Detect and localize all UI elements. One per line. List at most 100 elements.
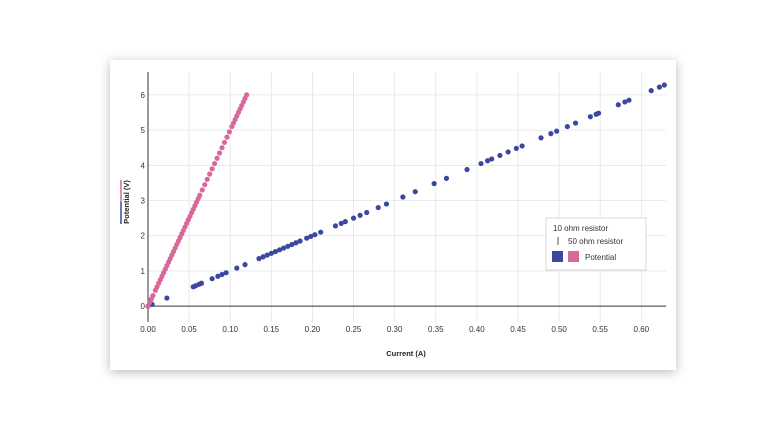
series-0 (145, 82, 667, 309)
data-point (297, 238, 303, 244)
data-point (587, 114, 593, 120)
data-point (212, 160, 218, 167)
data-point (572, 120, 579, 126)
x-tick-label: 0.45 (510, 325, 526, 334)
data-point (615, 102, 621, 108)
data-point (383, 201, 390, 207)
grid-lines (148, 72, 666, 322)
data-point (268, 250, 274, 256)
x-tick-label: 0.15 (264, 325, 280, 334)
data-point (342, 219, 348, 225)
data-point (256, 256, 262, 262)
data-point (626, 97, 632, 103)
data-point (260, 254, 266, 260)
data-points (145, 82, 667, 309)
data-point (164, 295, 170, 301)
data-point (443, 175, 450, 181)
y-tick-label: 3 (141, 197, 146, 206)
data-point (312, 232, 318, 238)
data-point (661, 82, 667, 88)
data-point (318, 229, 324, 235)
x-tick-label: 0.50 (551, 325, 567, 334)
x-axis-label: Current (A) (386, 349, 426, 358)
data-point (223, 270, 229, 276)
chart-card: 0.00 0.05 0.10 0.15 0.20 0.25 0.30 0.35 0.40 0.45… (110, 60, 676, 370)
data-point (197, 192, 203, 198)
data-point (219, 145, 225, 151)
data-point (548, 131, 554, 137)
data-point (207, 171, 213, 177)
data-point (281, 245, 287, 251)
legend-entry-10-ohm: 10 ohm resistor (553, 224, 608, 233)
legend-swatch-pink (568, 251, 579, 262)
data-point (622, 99, 628, 105)
data-point (505, 149, 511, 155)
x-tick-label: 0.55 (592, 325, 608, 334)
data-point (308, 233, 314, 240)
data-point (198, 280, 205, 286)
data-point (216, 150, 223, 156)
data-point (202, 182, 208, 188)
data-point (209, 166, 215, 172)
data-point (513, 145, 519, 152)
data-point (595, 110, 602, 116)
x-tick-label: 0.25 (346, 325, 362, 334)
data-point (648, 88, 654, 94)
data-point (215, 273, 221, 279)
data-point (234, 265, 240, 271)
legend-swatch-blue (552, 251, 563, 262)
x-tick-label: 0.05 (181, 325, 197, 334)
x-tick-labels: 0.00 0.05 0.10 0.15 0.20 0.25 0.30 0.35 0.40 0.45… (140, 325, 649, 334)
legend-entry-potential: Potential (585, 253, 616, 262)
legend-entry-50-ohm: 50 ohm resistor (568, 237, 623, 246)
y-axis-label: Potential (V) (122, 180, 131, 224)
data-point (224, 134, 230, 140)
data-point (484, 158, 491, 164)
series-1 (145, 92, 250, 309)
data-point (204, 176, 210, 182)
data-point (199, 187, 205, 193)
y-tick-labels: 0 1 2 3 4 5 6 (141, 91, 146, 311)
y-tick-label: 1 (141, 267, 146, 276)
data-point (497, 152, 503, 159)
data-point (431, 181, 437, 187)
x-tick-label: 0.10 (222, 325, 238, 334)
y-tick-label: 6 (141, 91, 146, 100)
data-point (332, 223, 339, 229)
data-point (242, 262, 248, 268)
data-point (338, 220, 344, 227)
data-point (293, 240, 299, 246)
data-point (519, 143, 525, 149)
x-tick-label: 0.35 (428, 325, 444, 334)
x-tick-label: 0.30 (387, 325, 403, 334)
data-point (304, 235, 310, 241)
data-point (364, 209, 370, 216)
data-point (272, 248, 279, 255)
x-tick-label: 0.40 (469, 325, 485, 334)
data-point (400, 194, 406, 200)
y-tick-label: 4 (141, 161, 146, 170)
data-point (464, 166, 470, 173)
y-tick-label: 0 (141, 302, 146, 311)
scatter-chart: 0.00 0.05 0.10 0.15 0.20 0.25 0.30 0.35 0.40 0.45… (120, 72, 667, 358)
y-tick-label: 5 (141, 126, 146, 135)
data-point (289, 241, 295, 248)
data-point (244, 92, 250, 98)
x-tick-label: 0.00 (140, 325, 156, 334)
data-point (350, 215, 357, 221)
x-tick-label: 0.20 (305, 325, 321, 334)
data-point (375, 204, 381, 211)
data-point (538, 135, 544, 141)
data-point (214, 155, 220, 161)
x-tick-label: 0.60 (634, 325, 650, 334)
data-point (285, 243, 291, 249)
data-point (656, 84, 663, 90)
data-point (554, 128, 560, 134)
data-point (219, 271, 225, 278)
y-axis-label-group: Potential (V) (120, 180, 131, 224)
data-point (150, 292, 156, 299)
data-point (276, 247, 283, 253)
data-point (489, 156, 495, 162)
data-point (357, 212, 363, 218)
axes (147, 72, 666, 322)
